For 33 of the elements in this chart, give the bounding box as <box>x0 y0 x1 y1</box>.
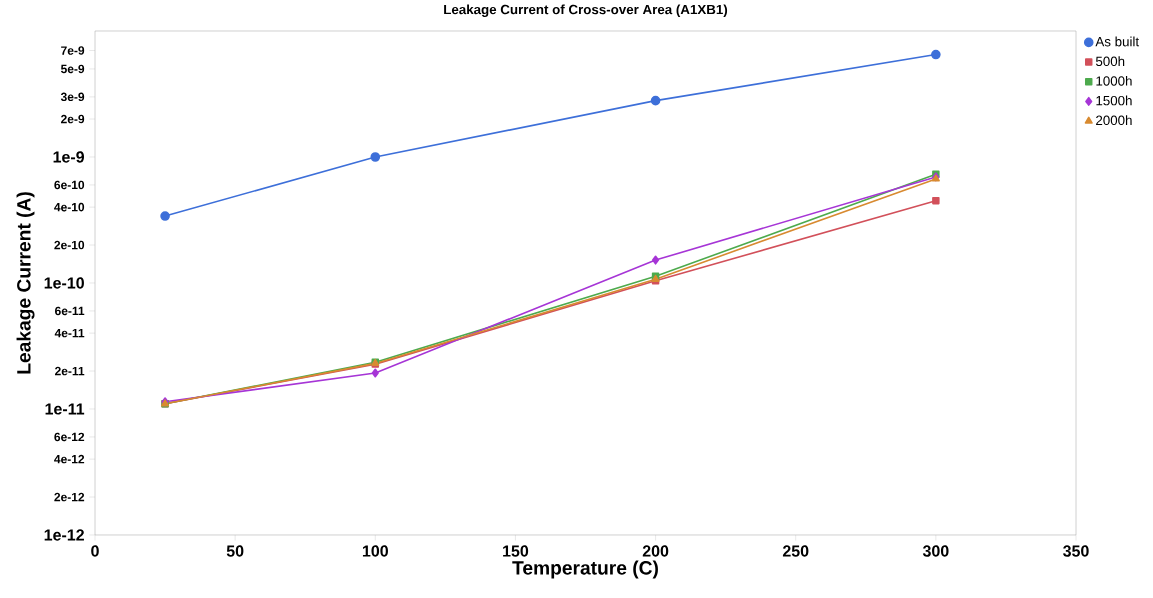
y-tick-label: 2e-12 <box>54 492 85 502</box>
y-tick-label: 1e-12 <box>44 529 84 541</box>
y-tick-label: 2e-11 <box>55 366 85 376</box>
y-tick-label: 1e-11 <box>45 403 85 415</box>
y-tick-label: 7e-9 <box>61 46 85 55</box>
legend-label: 2000h <box>1096 115 1132 126</box>
y-tick-label: 4e-11 <box>54 328 85 338</box>
x-tick-label: 0 <box>91 545 99 557</box>
x-tick-label: 200 <box>642 545 669 557</box>
y-tick-label: 2e-9 <box>61 114 85 124</box>
y-tick-label: 6e-10 <box>54 180 85 190</box>
x-tick-label: 150 <box>503 545 529 557</box>
x-tick-label: 250 <box>782 545 809 557</box>
y-tick-label: 3e-9 <box>60 92 85 102</box>
x-tick-label: 350 <box>1063 545 1089 557</box>
y-tick-label: 6e-12 <box>54 432 85 442</box>
y-tick-label: 4e-10 <box>54 202 85 212</box>
legend-label: 1000h <box>1096 75 1132 86</box>
y-axis-title: Leakage Current (A) <box>16 192 35 374</box>
y-tick-label: 6e-11 <box>55 306 85 316</box>
x-tick-label: 100 <box>362 545 388 557</box>
chart-title: Leakage Current of Cross-over Area (A1XB1) <box>444 4 728 17</box>
legend-label: As built <box>1095 36 1140 47</box>
x-tick-label: 50 <box>226 545 244 557</box>
y-tick-label: 1e-9 <box>53 151 85 163</box>
legend-label: 500h <box>1095 56 1125 67</box>
y-tick-label: 4e-12 <box>54 454 85 464</box>
y-tick-label: 5e-9 <box>60 64 85 74</box>
legend-label: 1500h <box>1096 95 1132 106</box>
y-tick-label: 2e-10 <box>54 240 85 250</box>
y-tick-label: 1e-10 <box>44 277 84 289</box>
x-axis-title: Temperature (C) <box>512 560 658 579</box>
x-tick-label: 300 <box>922 545 949 557</box>
